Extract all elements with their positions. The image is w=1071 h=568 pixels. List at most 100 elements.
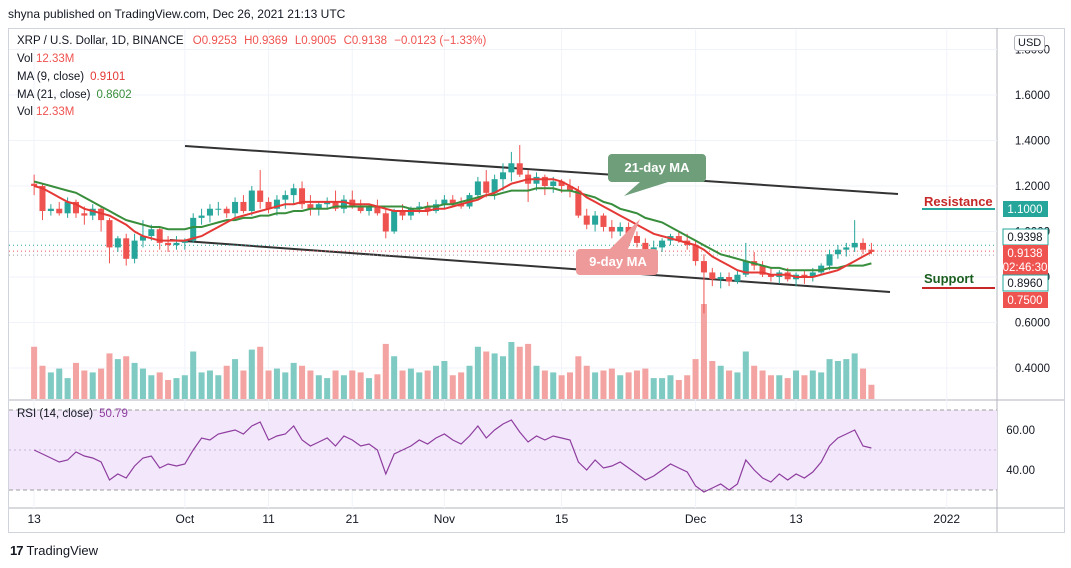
candle-body bbox=[516, 163, 523, 175]
candle-body bbox=[181, 240, 188, 243]
candle-body bbox=[64, 201, 71, 214]
candle-body bbox=[382, 213, 389, 232]
price-label: 0.7500 bbox=[1007, 295, 1042, 307]
volume-bar bbox=[684, 375, 691, 399]
currency-button[interactable]: USD bbox=[1014, 35, 1046, 51]
time-tick-label: 21 bbox=[346, 512, 360, 526]
volume-bar bbox=[617, 375, 624, 399]
volume-bar bbox=[776, 375, 783, 399]
volume-bar bbox=[39, 365, 46, 399]
candle-body bbox=[114, 238, 121, 248]
candle-body bbox=[558, 181, 565, 186]
volume-bar bbox=[181, 375, 188, 399]
volume-bar bbox=[416, 372, 423, 399]
symbol-legend: XRP / U.S. Dollar, 1D, BINANCE O0.9253 H… bbox=[17, 35, 486, 47]
volume-bar bbox=[474, 346, 481, 399]
price-label-box bbox=[1003, 245, 1048, 261]
volume-bar bbox=[751, 365, 758, 399]
candle-body bbox=[642, 242, 649, 250]
price-label-box bbox=[1003, 201, 1048, 217]
candle-body bbox=[801, 274, 808, 277]
candle-body bbox=[240, 201, 247, 212]
candle-body bbox=[717, 277, 724, 280]
vol-legend: Vol 12.33M bbox=[17, 53, 74, 65]
volume-bar bbox=[148, 375, 155, 399]
candle-body bbox=[324, 201, 331, 205]
rsi-band-fill bbox=[9, 410, 997, 490]
candle-body bbox=[72, 201, 79, 214]
volume-bar bbox=[307, 370, 314, 399]
candle-body bbox=[583, 215, 590, 225]
candle-body bbox=[407, 208, 414, 216]
candle-body bbox=[726, 277, 733, 282]
candle-body bbox=[499, 172, 507, 180]
brand-name: TradingView bbox=[26, 543, 99, 558]
candle-body bbox=[709, 272, 716, 280]
candle-body bbox=[357, 206, 364, 212]
level-lines bbox=[9, 244, 997, 256]
candle-body bbox=[215, 208, 222, 210]
ma9-label: MA (9, close) bbox=[17, 71, 85, 83]
volume-bar bbox=[700, 304, 707, 399]
volume-bar bbox=[47, 372, 54, 399]
price-tick-label: 1.2000 bbox=[1015, 181, 1050, 193]
tradingview-logo-icon: 17 bbox=[10, 543, 24, 558]
candle-body bbox=[433, 204, 440, 212]
candle-body bbox=[399, 211, 406, 216]
candle-body bbox=[550, 181, 557, 186]
rsi-legend: RSI (14, close) 50.79 bbox=[17, 408, 128, 420]
candle-body bbox=[156, 229, 163, 243]
volume-bar bbox=[257, 346, 264, 399]
volume-bar bbox=[868, 384, 875, 399]
volume-bar bbox=[851, 353, 858, 399]
footer-brand: 17 TradingView bbox=[10, 543, 98, 558]
volume-bar bbox=[56, 368, 63, 399]
volume-bar bbox=[64, 378, 71, 399]
candle-body bbox=[307, 204, 314, 209]
vol2-value: 12.33M bbox=[36, 106, 75, 118]
candle-body bbox=[466, 195, 473, 207]
candle-body bbox=[759, 265, 766, 275]
candle-body bbox=[851, 242, 858, 248]
candle-body bbox=[123, 238, 130, 259]
candle-body bbox=[575, 190, 582, 216]
volume-bar bbox=[834, 361, 841, 399]
volume-bar bbox=[600, 370, 607, 399]
candle-body bbox=[299, 188, 306, 205]
candle-body bbox=[340, 199, 347, 209]
volume-bar bbox=[592, 372, 599, 399]
volume-bar bbox=[734, 372, 741, 399]
candle-body bbox=[608, 226, 615, 232]
volume-bar bbox=[139, 368, 146, 399]
trend-channel bbox=[169, 145, 899, 293]
candle-body bbox=[868, 249, 875, 252]
volume-bar bbox=[81, 370, 88, 399]
candle-body bbox=[81, 213, 88, 216]
volume-bar bbox=[726, 370, 733, 399]
candle-body bbox=[826, 254, 833, 266]
candle-body bbox=[416, 206, 423, 209]
volume-bar bbox=[742, 351, 749, 399]
volume-bar bbox=[340, 375, 347, 399]
axes: 0.40000.60000.80001.00001.20001.40001.60… bbox=[27, 45, 1050, 527]
candle-body bbox=[391, 211, 398, 232]
volume-bar bbox=[508, 342, 515, 399]
volume-bar bbox=[399, 370, 406, 399]
volume-bar bbox=[198, 372, 205, 399]
candle-body bbox=[633, 236, 640, 243]
ma9-line bbox=[33, 178, 872, 278]
candle-body bbox=[617, 226, 624, 232]
volume-bar bbox=[282, 372, 289, 399]
volume-bar bbox=[642, 368, 649, 399]
volume-bar bbox=[232, 359, 239, 399]
candle-body bbox=[424, 206, 431, 212]
time-tick-label: Oct bbox=[175, 512, 194, 526]
candle-body bbox=[734, 274, 741, 282]
published-line: shyna published on TradingView.com, Dec … bbox=[8, 7, 346, 21]
volume-bar bbox=[650, 378, 657, 399]
vol2-legend: Vol 12.33M bbox=[17, 106, 74, 118]
volume-bar bbox=[801, 375, 808, 399]
price-label: 0.9398 bbox=[1007, 232, 1042, 244]
volume-bar bbox=[449, 375, 456, 399]
